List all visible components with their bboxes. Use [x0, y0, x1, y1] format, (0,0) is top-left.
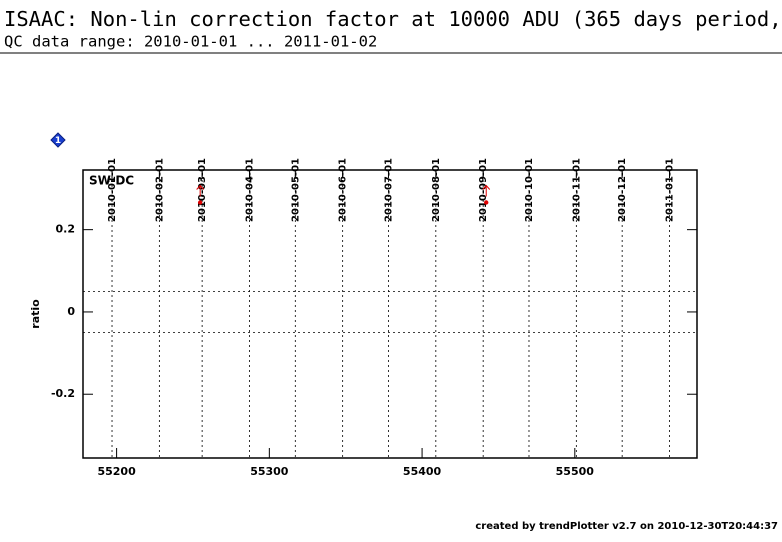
y-tick-label: 0: [67, 305, 75, 318]
point: [484, 200, 489, 205]
date-label: 2010-08-01: [431, 158, 442, 222]
date-label: 2010-04-01: [244, 158, 255, 222]
y-axis-label: ratio: [29, 299, 42, 329]
date-label: 2010-11-01: [571, 158, 582, 222]
date-label: 2010-10-01: [524, 158, 535, 222]
point: [197, 200, 203, 205]
date-label: 2011-01-01: [665, 158, 676, 222]
x-tick-label: 55400: [403, 465, 442, 478]
badge-text: 1: [55, 136, 61, 146]
date-label: 2010-09-01: [478, 158, 489, 222]
x-tick-label: 55200: [97, 465, 136, 478]
chart-title: ISAAC: Non-lin correction factor at 1000…: [4, 7, 782, 31]
date-label: 2010-02-01: [154, 158, 165, 222]
date-label: 2010-07-01: [383, 158, 394, 222]
x-tick-label: 55500: [556, 465, 595, 478]
date-label: 2010-05-01: [290, 158, 301, 222]
date-label: 2010-06-01: [338, 158, 349, 222]
date-label: 2010-03-01: [197, 158, 208, 222]
footer: created by trendPlotter v2.7 on 2010-12-…: [475, 521, 778, 532]
y-tick-label: 0.2: [56, 223, 76, 236]
chart-subtitle: QC data range: 2010-01-01 ... 2011-01-02: [4, 33, 377, 51]
plot-frame: [82, 169, 698, 459]
y-tick-label: -0.2: [51, 387, 75, 400]
date-label: 2010-01-01: [107, 158, 118, 222]
date-label: 2010-12-01: [617, 158, 628, 222]
arrow: [482, 184, 491, 197]
arrow: [196, 184, 205, 197]
x-tick-label: 55300: [250, 465, 289, 478]
badge-icon: [50, 132, 66, 148]
